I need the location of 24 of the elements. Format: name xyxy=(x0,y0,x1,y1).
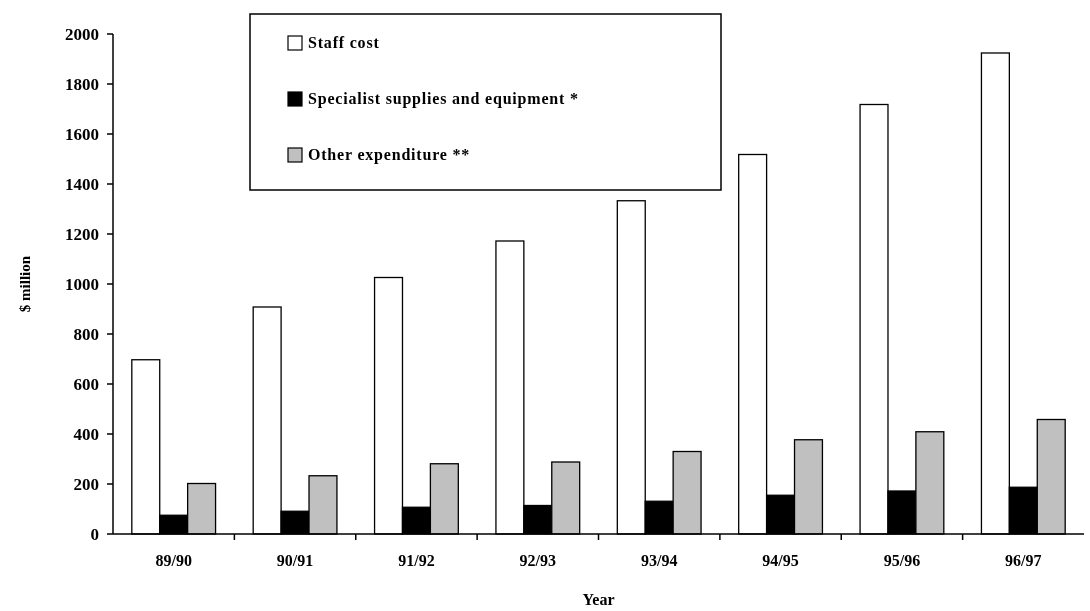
x-axis-title: Year xyxy=(582,591,615,608)
x-tick-label: 95/96 xyxy=(883,552,921,569)
y-axis-title: $ million xyxy=(17,255,33,313)
y-tick-label: 800 xyxy=(73,324,99,344)
y-tick-label: 1400 xyxy=(65,174,99,194)
x-tick-label: 94/95 xyxy=(762,552,799,569)
legend-label: Specialist supplies and equipment * xyxy=(308,90,579,108)
x-tick-label: 91/92 xyxy=(398,552,435,569)
y-tick-label: 400 xyxy=(73,424,99,444)
x-tick-label: 96/97 xyxy=(1005,552,1042,569)
x-tick-label: 89/90 xyxy=(155,552,192,569)
y-tick-label: 1600 xyxy=(65,124,99,144)
legend-label: Staff cost xyxy=(308,34,380,51)
legend-label: Other expenditure ** xyxy=(308,146,471,164)
y-tick-label: 2000 xyxy=(65,24,99,44)
y-tick-label: 1200 xyxy=(65,224,99,244)
y-tick-label: 200 xyxy=(73,474,99,494)
y-tick-label: 0 xyxy=(90,524,99,544)
x-tick-label: 90/91 xyxy=(276,552,314,569)
y-tick-label: 1000 xyxy=(65,274,99,294)
x-tick-label: 92/93 xyxy=(519,552,557,569)
x-tick-label: 93/94 xyxy=(640,552,678,569)
y-tick-label: 600 xyxy=(73,374,99,394)
y-tick-label: 1800 xyxy=(65,74,99,94)
